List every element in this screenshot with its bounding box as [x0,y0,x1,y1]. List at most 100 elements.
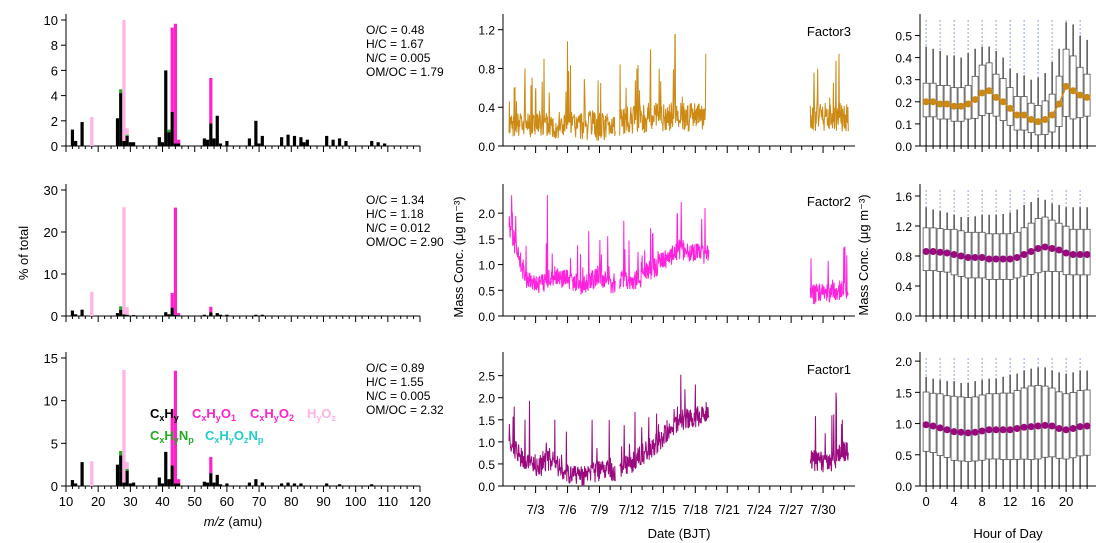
ms-bar [122,369,126,483]
ms-bar [115,464,120,486]
y-tick-label: 1.5 [895,386,912,400]
ms-bar [90,461,94,486]
ms-bar [125,314,129,316]
ms-bar [325,483,329,486]
y-tick-label: 6 [51,63,58,78]
legend-cxhy: CxHy [150,406,179,423]
ms-bar [170,292,174,308]
y-tick-label: 15 [44,351,58,366]
y-tick-label: 0.0 [478,310,495,324]
y-tick-label: 10 [44,394,58,409]
ratio-text: OM/OC = 2.90 [366,235,444,249]
series-line [508,400,616,487]
series-line [619,34,707,136]
ratio-text: N/C = 0.005 [366,51,431,65]
median-marker [1048,111,1056,119]
median-marker [943,249,951,257]
series-line [809,53,849,132]
x-tick-label: 20 [1059,494,1073,509]
y-tick-label: 1.5 [478,414,495,428]
y-tick-label: 0.0 [895,310,912,324]
ms-bar [209,77,213,124]
ms-bar [128,483,132,486]
ms-panel-factor1: 0 5 10 15 O/C = 0.89H/C = 1.55N/C = 0.005OM/… [44,351,444,529]
y-tick-label: 1.0 [478,259,495,273]
median-marker [950,102,958,110]
ratio-text: N/C = 0.005 [366,389,431,403]
x-tick-label: 7/24 [747,502,772,517]
ms-bar [173,143,178,146]
ms-bar [209,123,213,146]
ms-bar [247,482,252,486]
median-marker [1062,249,1070,257]
median-marker [943,100,951,108]
family-legend: CxHy CxHyO1 CxHyO2 HyOz CxHyNp CxHyOzNp [150,406,337,445]
ratio-text: O/C = 0.48 [366,23,425,37]
y-tick-label: 0.0 [895,140,912,154]
ms-bar [157,477,161,486]
median-marker [999,426,1007,434]
median-marker [985,87,993,95]
ms-bar [260,135,264,146]
y-tick-label: 0.0 [478,480,495,494]
x-tick-label: 7/9 [590,502,608,517]
ms-bar [160,142,165,146]
median-marker [936,424,944,432]
x-tick-label: 7/15 [651,502,676,517]
median-marker [1006,255,1014,263]
y-tick-label: 0.1 [895,118,912,132]
median-marker [929,98,937,106]
ms-bar [125,468,129,471]
median-marker [936,248,944,256]
median-marker [922,98,930,106]
median-marker [950,428,958,436]
y-tick-label: 0.0 [895,480,912,494]
ms-bar [215,313,219,316]
series-line [619,374,710,477]
ms-bar [164,451,168,486]
x-tick-label: 7/12 [619,502,644,517]
ms-bar [173,483,178,486]
x-tick-label: 10 [59,494,73,509]
ms-bar [215,115,219,146]
median-marker [1041,421,1049,429]
median-marker [1076,91,1084,99]
x-tick-label: 110 [377,494,398,509]
factor-label: Factor1 [807,362,851,377]
ms-bar [225,314,229,316]
median-marker [1048,422,1056,430]
x-tick-label: 60 [220,494,234,509]
y-tick-label: 0.5 [478,284,495,298]
legend-hyoz: HyOz [307,406,337,423]
median-marker [971,254,979,261]
median-marker [1041,115,1049,123]
ms-bar [128,142,132,146]
ms-bar [325,135,329,146]
ms-bar [202,314,206,316]
ms-bar [254,120,258,146]
ms-bar [167,129,171,133]
x-tick-label: 100 [345,494,367,509]
y-tick-label: 1.6 [895,190,912,204]
median-marker [1076,251,1084,258]
ms-bar [257,143,261,146]
y-tick-label: 30 [44,183,58,198]
median-marker [1062,426,1070,434]
ms-bar [286,134,290,146]
y-tick-label: 0.5 [895,449,912,463]
x-tick-label: 7/18 [683,502,708,517]
ms-bar [209,473,213,486]
ms-bar [337,484,342,486]
diurnal-panel-factor1: 0.0 0.5 1.0 1.5 2.0 0 4 8 12 16 20 Hour of Day [895,352,1096,541]
median-marker [971,96,979,104]
ms-bar [218,484,223,486]
ms-bar [70,129,75,146]
ms-bar [206,482,210,486]
ms-bar [173,207,178,315]
ms-bar [344,140,348,146]
legend-cxhynp: CxHyNp [150,428,194,445]
median-marker [1083,422,1091,430]
ms-bar [247,138,252,146]
ms-bar [119,89,123,94]
box-iqr [1013,390,1021,460]
